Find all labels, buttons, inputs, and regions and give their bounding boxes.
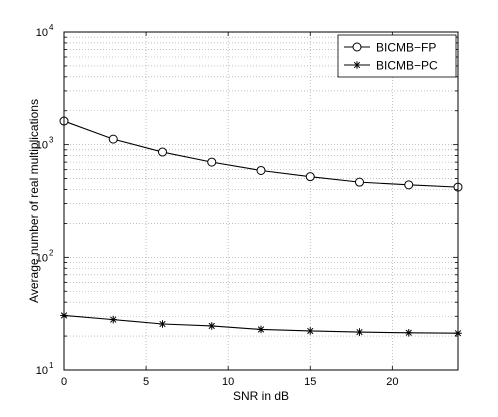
legend-label: BICMB−PC bbox=[376, 59, 438, 73]
data-point bbox=[158, 147, 167, 157]
x-tick-label: 0 bbox=[61, 376, 67, 388]
data-point bbox=[305, 172, 315, 182]
data-point bbox=[404, 328, 413, 337]
data-point bbox=[207, 157, 217, 167]
series-2 bbox=[60, 311, 462, 338]
data-point bbox=[207, 322, 216, 330]
legend-marker bbox=[353, 61, 361, 69]
y-tick-label-exponent: 4 bbox=[49, 23, 54, 32]
data-point bbox=[109, 315, 118, 324]
x-tick-label: 5 bbox=[143, 376, 149, 388]
y-tick-label: 10 bbox=[36, 365, 48, 377]
legend: BICMB−FP BICMB−PC bbox=[337, 34, 457, 78]
legend-box bbox=[337, 34, 457, 78]
data-point bbox=[257, 325, 265, 334]
data-point bbox=[158, 320, 167, 328]
x-tick-label: 10 bbox=[222, 376, 234, 388]
y-tick-label: 10 bbox=[36, 27, 48, 39]
data-point bbox=[355, 328, 364, 336]
series-group bbox=[59, 116, 463, 338]
data-point bbox=[108, 134, 118, 144]
x-tick-label: 15 bbox=[304, 376, 316, 388]
y-tick-label: 10 bbox=[36, 140, 48, 152]
legend-marker bbox=[352, 42, 362, 52]
x-tick-label: 20 bbox=[386, 376, 398, 388]
y-tick-label-exponent: 2 bbox=[49, 248, 54, 257]
plot-frame bbox=[63, 31, 459, 371]
data-point bbox=[404, 180, 414, 190]
y-tick-label-exponent: 3 bbox=[49, 136, 54, 145]
grid-lines bbox=[64, 32, 458, 370]
y-tick-label-exponent: 1 bbox=[49, 361, 54, 370]
y-axis-label: Average number of real multiplications bbox=[27, 99, 41, 303]
x-axis-label: SNR in dB bbox=[233, 389, 289, 403]
data-point bbox=[355, 177, 364, 187]
data-point bbox=[256, 165, 266, 175]
legend-label: BICMB−FP bbox=[376, 41, 436, 55]
data-point bbox=[306, 327, 315, 335]
y-tick-label: 10 bbox=[36, 252, 48, 264]
